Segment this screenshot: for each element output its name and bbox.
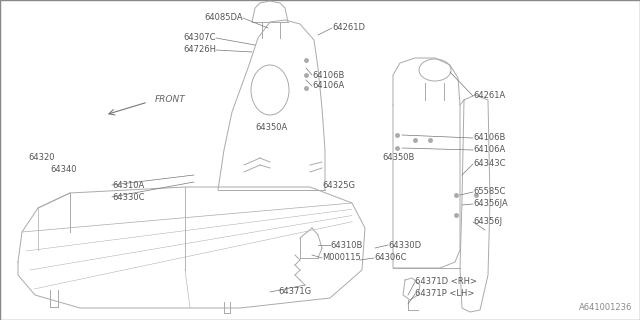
Text: 64320: 64320 xyxy=(28,154,54,163)
Text: 64261A: 64261A xyxy=(473,92,505,100)
Text: 64106A: 64106A xyxy=(312,82,344,91)
Text: 64325G: 64325G xyxy=(322,181,355,190)
Text: 64106B: 64106B xyxy=(473,133,506,142)
Text: 64306C: 64306C xyxy=(374,253,406,262)
Text: 64310A: 64310A xyxy=(112,180,144,189)
Text: M000115: M000115 xyxy=(322,253,361,262)
Text: 64106B: 64106B xyxy=(312,70,344,79)
Text: 64371G: 64371G xyxy=(278,287,311,297)
Text: 64310B: 64310B xyxy=(330,241,362,250)
Text: A641001236: A641001236 xyxy=(579,303,632,312)
Text: 64330D: 64330D xyxy=(388,241,421,250)
Text: 64261D: 64261D xyxy=(332,23,365,33)
Text: FRONT: FRONT xyxy=(155,94,186,103)
Text: 64371D <RH>: 64371D <RH> xyxy=(415,277,477,286)
Text: 64356J: 64356J xyxy=(473,218,502,227)
Text: 64340: 64340 xyxy=(50,165,77,174)
Text: 64307C: 64307C xyxy=(184,34,216,43)
Text: 64350A: 64350A xyxy=(255,124,287,132)
Text: 64330C: 64330C xyxy=(112,193,145,202)
Text: 64350B: 64350B xyxy=(382,154,414,163)
Text: 64343C: 64343C xyxy=(473,159,506,169)
Text: 64356JA: 64356JA xyxy=(473,199,508,209)
Text: 64106A: 64106A xyxy=(473,146,505,155)
Text: 64371P <LH>: 64371P <LH> xyxy=(415,290,474,299)
Text: 64085DA: 64085DA xyxy=(204,13,243,22)
Text: 64726H: 64726H xyxy=(183,45,216,54)
Text: 65585C: 65585C xyxy=(473,188,506,196)
